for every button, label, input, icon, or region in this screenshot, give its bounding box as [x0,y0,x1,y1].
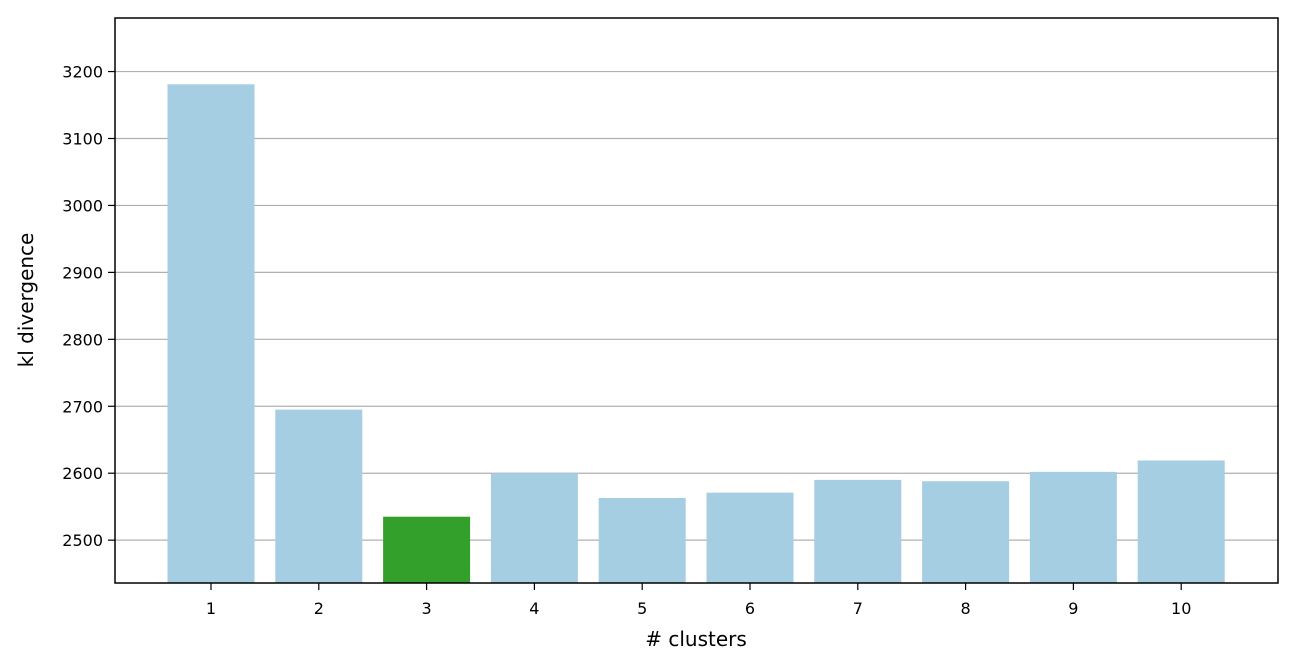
bar-8 [922,481,1010,583]
x-tick-label: 10 [1171,599,1191,618]
x-tick-label: 8 [961,599,971,618]
bar-3 [383,516,471,583]
x-axis-title: # clusters [645,627,747,651]
plot-frame [114,17,1279,584]
bars [167,84,1225,584]
y-tick-label: 2800 [62,330,103,349]
x-tick-label: 3 [422,599,432,618]
y-axis-title: kl divergence [14,233,38,368]
x-tick-label: 7 [853,599,863,618]
y-tick-label: 3000 [62,196,103,215]
y-tick-label: 2600 [62,464,103,483]
bar-2 [275,409,363,583]
y-tick-label: 3100 [62,129,103,148]
bar-6 [706,492,794,583]
y-axis-ticks: 2500 2600 2700 2800 2900 3000 3100 3200 [62,63,115,550]
y-tick-label: 3200 [62,63,103,82]
y-tick-label: 2700 [62,397,103,416]
x-tick-label: 6 [745,599,755,618]
x-tick-label: 2 [314,599,324,618]
x-tick-label: 9 [1068,599,1078,618]
bar-10 [1137,460,1225,583]
bar-5 [598,497,686,583]
x-tick-label: 4 [529,599,539,618]
bar-9 [1029,471,1117,583]
bar-4 [490,473,578,583]
y-tick-label: 2500 [62,531,103,550]
x-tick-label: 5 [637,599,647,618]
bar-1 [167,84,255,584]
x-tick-label: 1 [206,599,216,618]
y-tick-label: 2900 [62,263,103,282]
x-axis-ticks: 1 2 3 4 5 6 7 8 9 10 [206,583,1191,618]
bar-7 [814,479,902,583]
